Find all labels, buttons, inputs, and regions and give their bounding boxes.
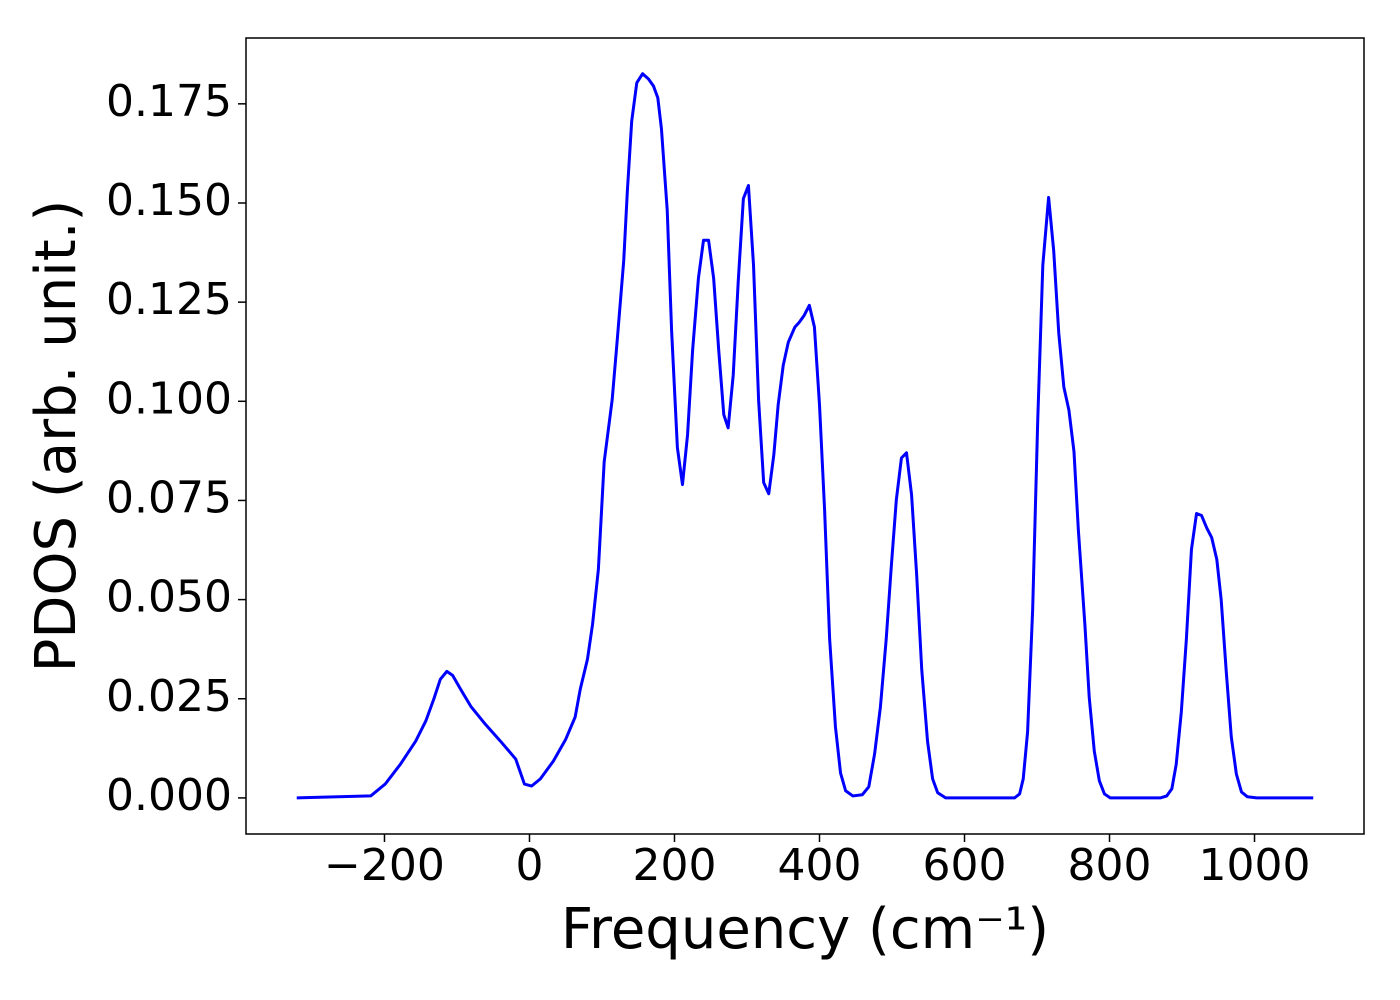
- y-axis-label: PDOS (arb. unit.): [24, 200, 89, 673]
- y-tick-label: 0.075: [106, 472, 232, 523]
- y-tick-label: 0.100: [106, 373, 232, 424]
- x-axis-label: Frequency (cm⁻¹): [561, 897, 1049, 962]
- x-tick-label: 200: [633, 840, 717, 891]
- x-tick-label: −200: [324, 840, 445, 891]
- y-tick-label: 0.000: [106, 770, 232, 821]
- x-tick-label: 600: [923, 840, 1007, 891]
- plot-frame: [245, 37, 1365, 835]
- y-tick-label: 0.050: [106, 572, 232, 623]
- x-tick-label: 0: [515, 840, 543, 891]
- x-tick-label: 1000: [1199, 840, 1311, 891]
- x-tick-label: 400: [778, 840, 862, 891]
- pdos-line: [296, 72, 1314, 800]
- y-tick-label: 0.150: [106, 175, 232, 226]
- x-tick-label: 800: [1068, 840, 1152, 891]
- y-tick-label: 0.125: [106, 274, 232, 325]
- y-tick-label: 0.025: [106, 671, 232, 722]
- y-tick-label: 0.175: [106, 76, 232, 127]
